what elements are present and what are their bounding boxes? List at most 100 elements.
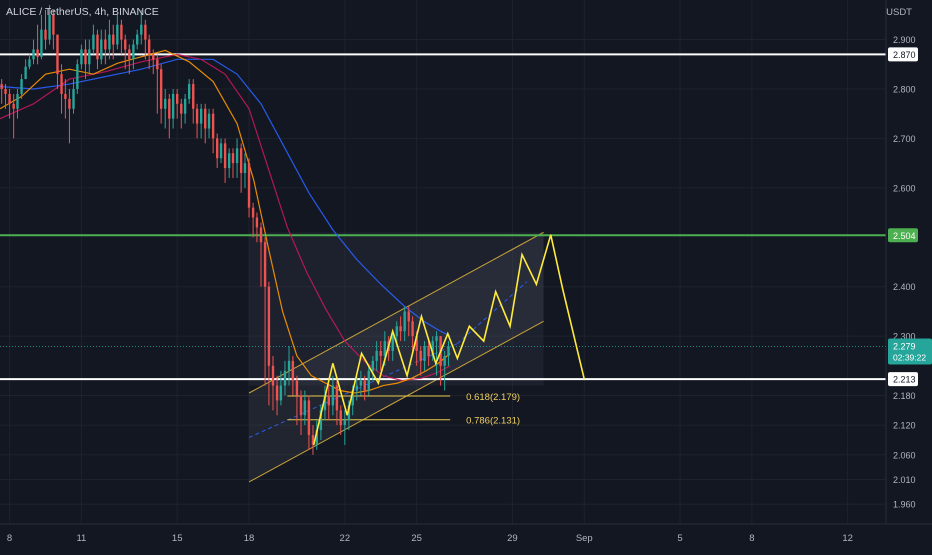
price-level-tag-text: 2.504 — [893, 231, 916, 241]
candle-body — [152, 54, 155, 60]
candle-body — [255, 217, 259, 228]
candle-body — [303, 400, 307, 416]
candle-body — [299, 395, 303, 416]
candle-body — [183, 98, 187, 114]
candle-body — [379, 350, 382, 356]
candle-body — [335, 385, 339, 411]
candle-body — [395, 326, 398, 337]
candle-body — [219, 143, 223, 159]
candle-body — [36, 49, 39, 57]
candle-body — [195, 108, 199, 124]
candle-body — [48, 14, 51, 40]
candle-body — [375, 350, 378, 361]
candle-body — [64, 93, 67, 99]
price-level-tag — [888, 372, 918, 387]
price-axis-tick: 2.600 — [893, 183, 916, 193]
candle-body — [263, 242, 267, 287]
candle-body — [128, 49, 131, 60]
candle-body — [247, 163, 251, 208]
candle-body — [211, 113, 215, 139]
time-axis-tick: 22 — [340, 533, 351, 544]
candle-body — [339, 410, 342, 426]
candle-body — [76, 64, 79, 89]
candle-body — [355, 385, 358, 391]
candle-body — [259, 227, 263, 243]
candle-body — [171, 93, 175, 119]
candle-body — [423, 346, 426, 361]
candle-body — [104, 39, 107, 50]
time-axis-tick: 15 — [172, 533, 183, 544]
candle-body — [8, 93, 11, 104]
price-axis-tick: 2.010 — [893, 475, 916, 485]
candle-body — [447, 346, 450, 356]
candle-body — [176, 93, 179, 104]
candle-body — [223, 143, 227, 169]
candle-body — [132, 44, 135, 60]
candle-body — [283, 370, 287, 386]
candle-body — [371, 360, 375, 371]
channel-zone — [249, 232, 544, 386]
candle-body — [16, 93, 19, 109]
projection-path — [312, 234, 586, 446]
candle-body — [60, 74, 63, 94]
candle-body — [147, 39, 151, 55]
candle-body — [52, 14, 55, 35]
candle-body — [235, 148, 239, 164]
symbol-title: ALICE / TetherUS, 4h, BINANCE — [6, 6, 159, 18]
candle-body — [108, 34, 111, 50]
candle-body — [144, 24, 147, 40]
candle-body — [383, 341, 387, 356]
price-axis-tick: 2.180 — [893, 391, 916, 401]
price-axis-tick: 2.120 — [893, 421, 916, 431]
time-axis-tick: Sep — [576, 533, 593, 544]
time-axis-tick: 11 — [76, 533, 86, 544]
candle-body — [319, 410, 323, 431]
candle-body — [187, 84, 191, 99]
candle-body — [367, 370, 370, 391]
candle-body — [96, 34, 99, 60]
candle-body — [140, 24, 143, 35]
candle-body — [136, 34, 139, 45]
candle-body — [215, 138, 219, 159]
candle-body — [84, 49, 87, 65]
candle-body — [168, 98, 171, 119]
candle-body — [323, 395, 327, 411]
candle-body — [291, 360, 295, 381]
price-axis-tick: 2.300 — [893, 332, 916, 342]
candle-body — [287, 360, 291, 371]
candle-body — [40, 29, 43, 57]
channel-lower-line — [248, 320, 544, 483]
candle-body — [120, 24, 123, 40]
candle-body — [0, 84, 3, 89]
candle-body — [275, 385, 279, 401]
currency-label: USDT — [886, 7, 912, 18]
candle-body — [243, 163, 247, 174]
candle-body — [92, 34, 95, 50]
candle-body — [415, 336, 418, 351]
candle-body — [112, 34, 115, 45]
candle-body — [407, 311, 410, 322]
candle-body — [231, 153, 235, 164]
candle-body — [419, 350, 422, 361]
candle-body — [207, 113, 211, 129]
candle-body — [295, 380, 299, 396]
candle-body — [124, 39, 127, 50]
candle-body — [56, 34, 59, 75]
candle-body — [32, 49, 35, 60]
time-axis-tick: 29 — [507, 533, 518, 544]
candle-body — [311, 435, 315, 445]
candle-body — [251, 207, 255, 218]
candle-body — [307, 400, 311, 436]
time-axis-tick: 18 — [244, 533, 255, 544]
candle-body — [20, 79, 23, 94]
candle-body — [159, 69, 163, 109]
candle-body — [239, 148, 243, 174]
candle-body — [347, 405, 351, 421]
candle-body — [443, 355, 446, 366]
candle-body — [88, 49, 91, 65]
candle-body — [351, 390, 354, 406]
channel-upper-line — [248, 231, 544, 394]
moving-average-orange — [0, 49, 451, 394]
